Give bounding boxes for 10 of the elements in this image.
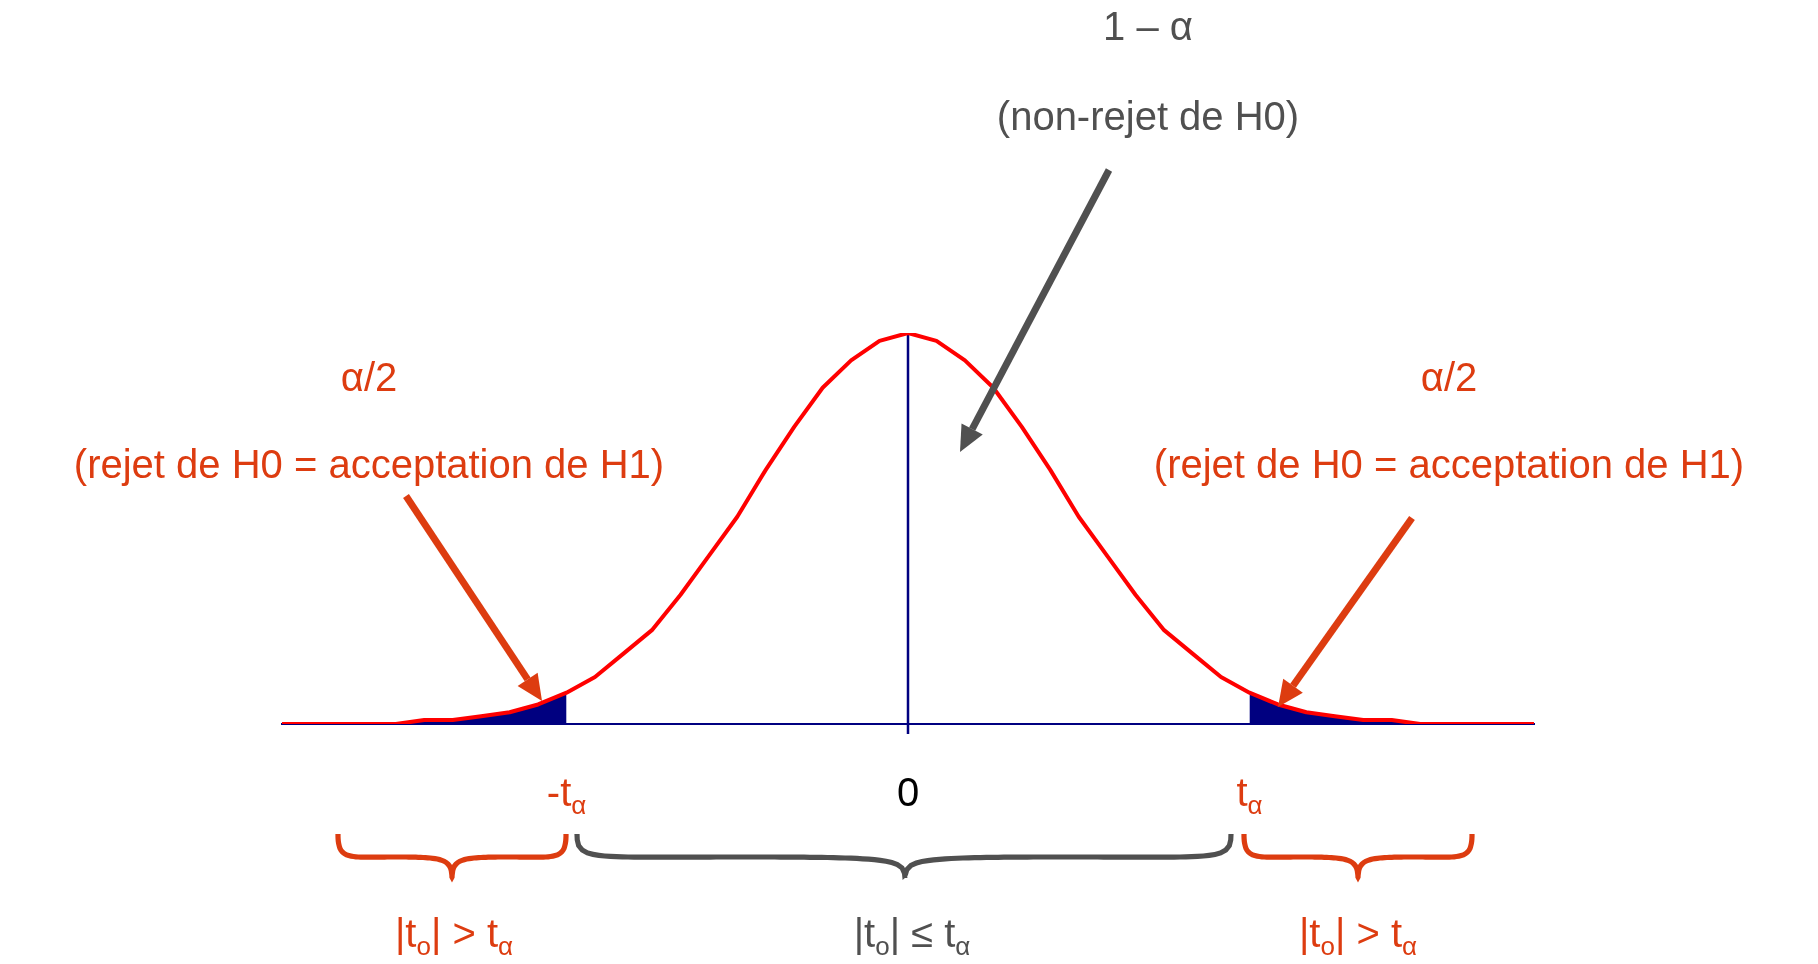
annotation: α/2	[340, 355, 398, 399]
x-tick-label: 0	[896, 770, 920, 815]
annotation: (rejet de H0 = acceptation de H1)	[73, 442, 665, 486]
text: |t$_{o}$| > t$_{α}$	[1298, 911, 1418, 961]
text: 1 – α	[1103, 4, 1193, 48]
text: |t$_{o}$| > t$_{α}$	[394, 911, 514, 961]
text: |t$_{o}$| ≤ t$_{α}$	[853, 911, 971, 961]
text: (non-rejet de H0)	[996, 94, 1300, 138]
annotation: (rejet de H0 = acceptation de H1)	[1153, 442, 1745, 486]
annotation: α/2	[1420, 355, 1478, 399]
